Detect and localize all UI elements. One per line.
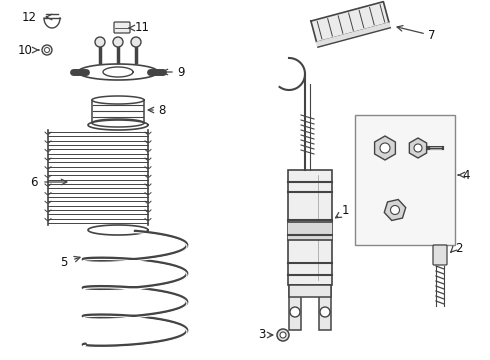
Circle shape (414, 144, 422, 152)
Text: 3: 3 (258, 328, 266, 342)
Text: 7: 7 (428, 28, 436, 41)
Circle shape (42, 45, 52, 55)
Text: 1: 1 (342, 203, 349, 216)
Bar (319, 285, 331, 330)
Text: 10: 10 (18, 44, 33, 57)
Circle shape (113, 37, 123, 47)
Text: 6: 6 (30, 176, 38, 189)
Text: 2: 2 (455, 242, 463, 255)
Circle shape (290, 307, 300, 317)
Bar (289, 285, 301, 330)
Polygon shape (317, 23, 391, 47)
Text: 9: 9 (177, 66, 185, 78)
Text: 5: 5 (60, 256, 68, 269)
Bar (288, 222, 332, 240)
Circle shape (45, 48, 49, 53)
FancyBboxPatch shape (433, 245, 447, 265)
Text: 4: 4 (462, 168, 469, 181)
FancyBboxPatch shape (114, 22, 130, 33)
Polygon shape (311, 2, 389, 42)
Bar (355, 115, 455, 245)
Text: 8: 8 (158, 104, 166, 117)
Circle shape (280, 332, 286, 338)
Text: 11: 11 (135, 21, 150, 33)
Bar (288, 170, 332, 285)
Circle shape (391, 206, 399, 215)
Circle shape (131, 37, 141, 47)
Circle shape (95, 37, 105, 47)
Text: 12: 12 (22, 10, 37, 23)
Circle shape (320, 307, 330, 317)
Circle shape (380, 143, 390, 153)
Circle shape (277, 329, 289, 341)
Bar (289, 285, 331, 297)
